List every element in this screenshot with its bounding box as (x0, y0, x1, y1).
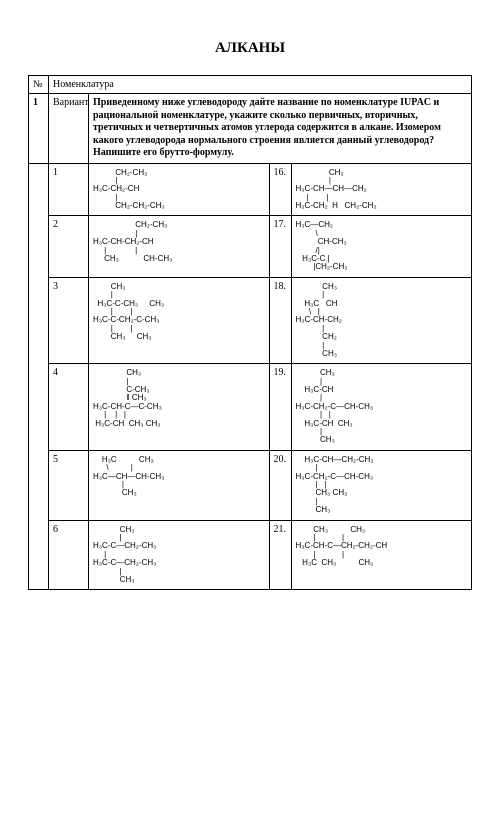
structure-formula: CH₃ | C-CH₃ ‖ CH₃ H₃C-CH-C—C-CH₃ | | | H… (93, 367, 265, 430)
structure-cell: CH₃ | C-CH₃ ‖ CH₃ H₃C-CH-C—C-CH₃ | | | H… (89, 364, 270, 451)
structure-cell: CH₃ | H₃C-CH—CH—CH₂ | | H₃C-CH₂ H CH₂-CH… (291, 163, 472, 216)
table-row: 6 CH₃ | H₃C-C—CH₂-CH₃ | H₃C-C—CH₂-CH₃ | … (29, 520, 472, 590)
structure-cell: CH₃ | H₃C-CH | H₃C-CH₂-C—CH-CH₃ | | H₃C-… (291, 364, 472, 451)
structure-cell: H₃C CH₃ \ | H₃C—CH—CH-CH₃ | CH₃ (89, 450, 270, 520)
variant-num: 2 (49, 216, 89, 277)
structure-cell: H₃C-CH—CH₂-CH₃ | H₃C-CH₂-C—CH-CH₃ | | CH… (291, 450, 472, 520)
variant-num: 6 (49, 520, 89, 590)
document-page: АЛКАНЫ № Номенклатура 1 Вариант Приведен… (0, 0, 500, 821)
structure-formula: CH₃ | H₃C CH \ | H₃C-CH-CH₂ | CH₂ | CH₃ (296, 281, 468, 361)
structure-cell: H₃C—CH₂ \ CH-CH₃ /| H₃C-C | |CH₂-CH₃ (291, 216, 472, 277)
structure-formula: CH₂-CH₃ | H₃C-CH₂-CH | CH₂-CH₂-CH₃ (93, 167, 265, 213)
page-title: АЛКАНЫ (28, 40, 472, 57)
task-row: 1 Вариант Приведенному ниже углеводороду… (29, 94, 472, 164)
structure-cell: CH₂-CH₃ | H₃C-CH₂-CH | CH₂-CH₂-CH₃ (89, 163, 270, 216)
header-row: № Номенклатура (29, 76, 472, 94)
variant-num: 5 (49, 450, 89, 520)
structure-cell: CH₃ | H₃C-C-CH₃ CH₃ | | H₃C-C-CH₂-C-CH₃ … (89, 277, 270, 364)
table-row: 3 CH₃ | H₃C-C-CH₃ CH₃ | | H₃C-C-CH₂-C-CH… (29, 277, 472, 364)
variant-num: 1 (49, 163, 89, 216)
structure-formula: H₃C CH₃ \ | H₃C—CH—CH-CH₃ | CH₃ (93, 454, 265, 500)
task-text: Приведенному ниже углеводороду дайте наз… (89, 94, 472, 164)
variant-num: 20. (269, 450, 291, 520)
structure-cell: CH₂-CH₃ | H₃C-CH-CH₂-CH | | CH₃ CH-CH₃ (89, 216, 270, 277)
structure-formula: CH₃ CH₃ | | H₃C-CH-C—CH₂-CH₂-CH | | H₃C … (296, 524, 468, 570)
variant-num: 21. (269, 520, 291, 590)
structure-formula: H₃C-CH—CH₂-CH₃ | H₃C-CH₂-C—CH-CH₃ | | CH… (296, 454, 468, 517)
structure-formula: CH₂-CH₃ | H₃C-CH-CH₂-CH | | CH₃ CH-CH₃ (93, 219, 265, 265)
header-num: № (29, 76, 49, 94)
structure-cell: CH₃ CH₃ | | H₃C-CH-C—CH₂-CH₂-CH | | H₃C … (291, 520, 472, 590)
variant-num: 18. (269, 277, 291, 364)
variant-num: 4 (49, 364, 89, 451)
table-row: 2 CH₂-CH₃ | H₃C-CH-CH₂-CH | | CH₃ CH-CH₃… (29, 216, 472, 277)
structure-cell: CH₃ | H₃C CH \ | H₃C-CH-CH₂ | CH₂ | CH₃ (291, 277, 472, 364)
variant-num: 16. (269, 163, 291, 216)
table-row: 5 H₃C CH₃ \ | H₃C—CH—CH-CH₃ | CH₃ 20. H₃… (29, 450, 472, 520)
header-nomenclature: Номенклатура (49, 76, 472, 94)
variant-num: 17. (269, 216, 291, 277)
variant-label: Вариант (49, 94, 89, 164)
structure-formula: CH₃ | H₃C-C-CH₃ CH₃ | | H₃C-C-CH₂-C-CH₃ … (93, 281, 265, 344)
task-num: 1 (29, 94, 49, 164)
empty-cell (29, 163, 49, 590)
variant-num: 19. (269, 364, 291, 451)
structure-formula: CH₃ | H₃C-CH—CH—CH₂ | | H₃C-CH₂ H CH₂-CH… (296, 167, 468, 213)
structure-cell: CH₃ | H₃C-C—CH₂-CH₃ | H₃C-C—CH₂-CH₃ | CH… (89, 520, 270, 590)
structure-formula: CH₃ | H₃C-CH | H₃C-CH₂-C—CH-CH₃ | | H₃C-… (296, 367, 468, 447)
structure-formula: CH₃ | H₃C-C—CH₂-CH₃ | H₃C-C—CH₂-CH₃ | CH… (93, 524, 265, 587)
table-row: 4 CH₃ | C-CH₃ ‖ CH₃ H₃C-CH-C—C-CH₃ | | |… (29, 364, 472, 451)
structure-formula: H₃C—CH₂ \ CH-CH₃ /| H₃C-C | |CH₂-CH₃ (296, 219, 468, 273)
exercise-table: № Номенклатура 1 Вариант Приведенному ни… (28, 75, 472, 590)
variant-num: 3 (49, 277, 89, 364)
table-row: 1 CH₂-CH₃ | H₃C-CH₂-CH | CH₂-CH₂-CH₃ 16.… (29, 163, 472, 216)
